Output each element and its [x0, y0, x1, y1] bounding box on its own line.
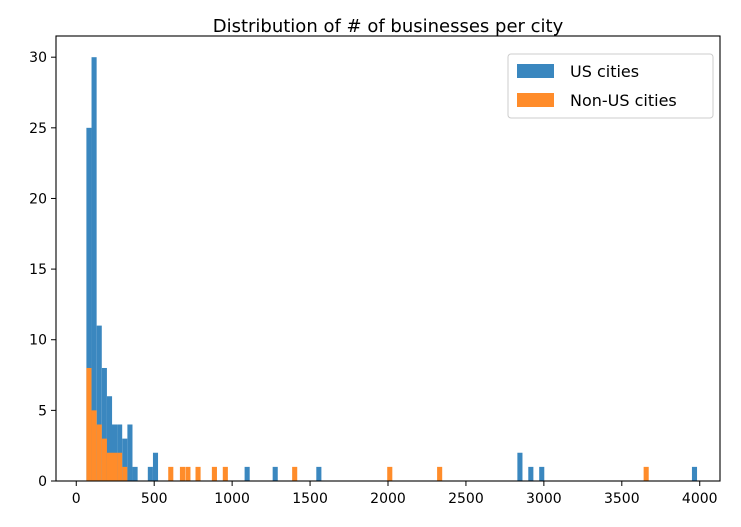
- y-tick-label: 5: [38, 403, 47, 419]
- legend-label-us: US cities: [570, 62, 639, 81]
- bar-non-us-12: [211, 466, 217, 481]
- bar-non-us-6: [117, 452, 123, 481]
- x-tick-label: 3500: [604, 491, 640, 507]
- bars-layer: [86, 57, 698, 482]
- y-tick-label: 0: [38, 474, 47, 490]
- bar-non-us-17: [643, 466, 649, 481]
- bar-us-14: [316, 466, 322, 481]
- x-tick-label: 2000: [370, 491, 406, 507]
- bar-non-us-8: [168, 466, 174, 481]
- bar-non-us-4: [106, 452, 113, 481]
- x-axis: 0 500 1000 1500 2000 2500 3000 3500 4000: [72, 481, 718, 507]
- y-tick-label: 10: [29, 333, 47, 349]
- bar-non-us-9: [179, 466, 186, 481]
- bar-non-us-16: [437, 466, 443, 481]
- bar-us-3: [101, 367, 107, 481]
- y-tick-label: 20: [29, 191, 47, 207]
- legend-label-non-us: Non-US cities: [570, 91, 677, 110]
- bar-us-15: [517, 452, 523, 481]
- bar-non-us-7: [122, 466, 128, 481]
- legend-box: [507, 53, 714, 119]
- y-tick-label: 25: [29, 121, 47, 137]
- x-tick-label: 1500: [292, 491, 328, 507]
- bar-non-us-15: [387, 466, 393, 481]
- bar-us-2: [96, 325, 102, 481]
- x-tick-label: 1000: [214, 491, 250, 507]
- legend-swatch-non-us: [517, 93, 554, 107]
- chart-title: Distribution of # of businesses per city: [213, 16, 564, 37]
- bar-us-17: [539, 466, 545, 481]
- y-tick-label: 30: [29, 50, 47, 66]
- bar-us-18: [691, 466, 698, 481]
- bar-us-10: [147, 466, 153, 481]
- bar-us-9: [132, 466, 138, 481]
- bar-non-us-3: [101, 438, 107, 481]
- bar-non-us-2: [96, 424, 102, 481]
- bar-non-us-1: [91, 410, 97, 481]
- x-tick-label: 2500: [448, 491, 484, 507]
- x-tick-label: 4000: [682, 491, 718, 507]
- bar-us-13: [272, 466, 278, 481]
- bar-non-us-13: [222, 466, 228, 481]
- x-tick-label: 500: [141, 491, 168, 507]
- bar-us-7: [122, 438, 128, 481]
- bar-us-4: [106, 396, 113, 481]
- bar-us-16: [528, 466, 534, 481]
- bar-non-us-11: [195, 466, 201, 481]
- y-axis: 0 5 10 15 20 25 30: [29, 50, 56, 490]
- bar-us-12: [244, 466, 250, 481]
- legend: US cities Non-US cities: [507, 53, 714, 119]
- x-tick-label: 0: [72, 491, 81, 507]
- y-tick-label: 15: [29, 262, 47, 278]
- bar-non-us-14: [292, 466, 298, 481]
- legend-swatch-us: [517, 64, 554, 78]
- bar-us-11: [152, 452, 159, 481]
- x-tick-label: 3000: [526, 491, 562, 507]
- bar-non-us-0: [86, 367, 92, 481]
- bar-non-us-5: [111, 452, 118, 481]
- bar-us-1: [91, 57, 97, 481]
- bar-non-us-10: [185, 466, 191, 481]
- bar-us-8: [127, 424, 133, 481]
- bar-us-0: [86, 127, 92, 482]
